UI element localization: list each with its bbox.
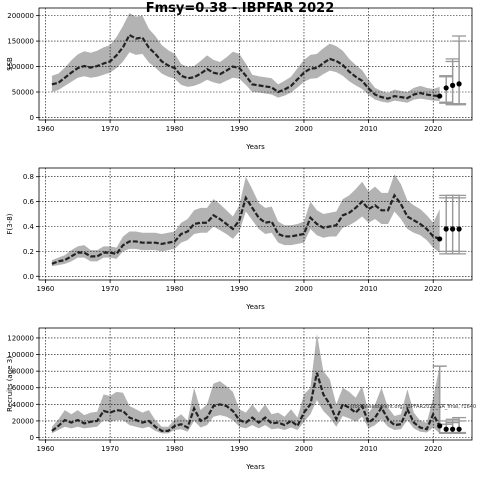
fbar-xtick-label: 2010: [360, 285, 378, 293]
recruits-xtick-label: 1970: [101, 445, 119, 453]
fbar-ytick-label: 0.6: [23, 198, 35, 206]
fbar-ytick-label: 0.0: [23, 273, 34, 281]
recruits-xtick-label: 2000: [295, 445, 313, 453]
recruits-ytick-label: 60000: [12, 384, 34, 392]
fbar-xlabel: Years: [245, 303, 265, 311]
recruits-plot-frame: [38, 327, 473, 441]
recruits-panel: 1960 1970 1980 1990 2000 2010 2020 0 20000 40000 6…: [6, 327, 473, 471]
recruits-xtick-label: 1980: [166, 445, 184, 453]
ssb-ytick-label: 100000: [7, 63, 34, 71]
ssb-forecast-point: [456, 81, 462, 87]
recruits-ytick-label: 120000: [7, 334, 34, 342]
fbar-xtick-label: 1970: [101, 285, 119, 293]
recruits-ytick-label: 100000: [7, 351, 34, 359]
source-annotation: stockassessment.org, IBPFAR2022_SA_final…: [350, 404, 476, 410]
ssb-xtick-label: 2010: [360, 125, 378, 133]
fbar-ytick-label: 0.2: [23, 248, 34, 256]
recruits-confidence-band: [51, 333, 440, 434]
ssb-panel: 1960 1970 1980 1990 2000 2010 2020 0 50000 100000…: [6, 7, 473, 151]
fbar-estimate-line: [51, 193, 441, 265]
recruits-last-estimate-point: [437, 423, 443, 429]
ssb-last-estimate-point: [437, 93, 443, 99]
fbar-forecast-point: [450, 226, 456, 232]
recruits-ytick-label: 80000: [12, 368, 34, 376]
fbar-xtick-label: 2000: [295, 285, 313, 293]
recruits-xlabel: Years: [245, 463, 265, 471]
ssb-xtick-label: 1970: [101, 125, 119, 133]
ssb-estimate-line: [51, 33, 440, 100]
recruits-ytick-label: 40000: [12, 401, 34, 409]
ssb-forecast-point: [443, 85, 449, 91]
recruits-xtick-label: 2020: [424, 445, 442, 453]
ssb-ytick-label: 0: [30, 114, 34, 122]
fbar-xtick-label: 1980: [166, 285, 184, 293]
recruits-xtick-label: 1990: [230, 445, 248, 453]
fbar-xtick-label: 2020: [424, 285, 442, 293]
recruits-xtick-label: 2010: [360, 445, 378, 453]
ssb-ytick-label: 200000: [7, 12, 34, 20]
fbar-xtick-label: 1960: [37, 285, 55, 293]
fbar-panel: 1960 1970 1980 1990 2000 2010 2020 0.0 0.2 0.4 0.6…: [6, 167, 473, 311]
ssb-ytick-label: 150000: [7, 38, 34, 46]
ssb-xlabel: Years: [245, 143, 265, 151]
recruits-forecast-point: [443, 426, 449, 432]
fbar-plot-frame: [38, 167, 473, 281]
fbar-ytick-label: 0.4: [23, 223, 35, 231]
recruits-forecast-point: [456, 426, 462, 432]
fbar-xtick-label: 1990: [230, 285, 248, 293]
fbar-ylabel: F(3-8): [6, 213, 14, 234]
fbar-ytick-label: 0.8: [23, 173, 34, 181]
fbar-last-estimate-point: [437, 236, 443, 242]
recruits-estimate-line: [51, 372, 441, 432]
ssb-xtick-label: 1980: [166, 125, 184, 133]
recruits-forecast-point: [450, 426, 456, 432]
recruits-ylabel: Recruits (age 3): [6, 356, 14, 412]
fbar-forecast-point: [456, 226, 462, 232]
ssb-confidence-band: [51, 13, 440, 103]
ssb-plot-frame: [38, 7, 473, 121]
ssb-ytick-label: 50000: [12, 89, 34, 97]
recruits-ytick-label: 20000: [12, 417, 34, 425]
ssb-xtick-label: 1960: [37, 125, 55, 133]
ssb-xtick-label: 1990: [230, 125, 248, 133]
fbar-forecast-point: [443, 226, 449, 232]
ssb-ylabel: SSB: [6, 57, 14, 71]
recruits-ytick-label: 0: [30, 434, 34, 442]
ssb-xtick-label: 2000: [295, 125, 313, 133]
figure-title: Fmsy=0.38 - IBPFAR 2022: [146, 1, 335, 16]
ssb-forecast-point: [450, 82, 456, 88]
ssb-xtick-label: 2020: [424, 125, 442, 133]
recruits-xtick-label: 1960: [37, 445, 55, 453]
